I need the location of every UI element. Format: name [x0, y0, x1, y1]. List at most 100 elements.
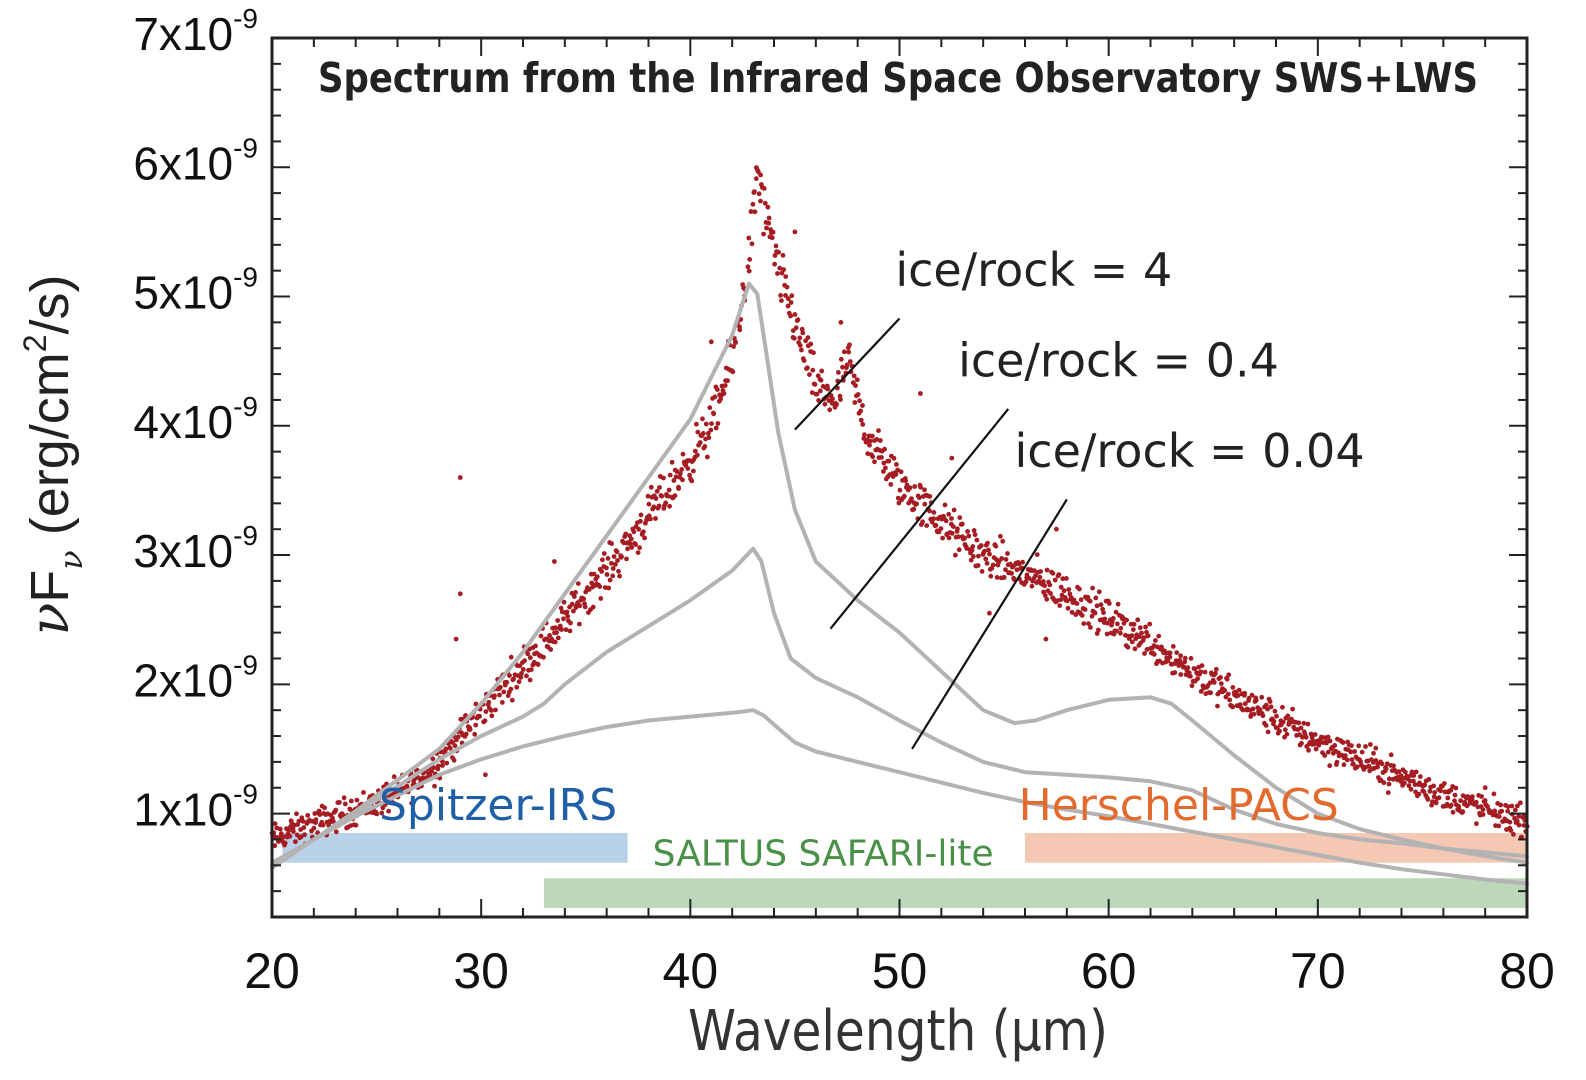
spectrum-point	[1001, 575, 1007, 580]
spectrum-point	[1491, 791, 1497, 797]
spectrum-point	[1332, 743, 1338, 748]
spectrum-point	[1225, 691, 1231, 697]
spectrum-point	[440, 763, 445, 768]
spectrum-point	[659, 493, 665, 499]
spectrum-point	[1101, 610, 1106, 616]
spectrum-point	[1172, 670, 1178, 675]
spectrum-point	[1064, 598, 1070, 604]
spectrum-point	[772, 253, 778, 258]
spectrum-point	[779, 298, 784, 303]
spectrum-point	[912, 484, 918, 489]
spectrum-point	[638, 518, 643, 524]
spectrum-point	[648, 516, 653, 522]
spectrum-point	[827, 407, 833, 413]
spectrum-point	[1199, 663, 1205, 668]
spectrum-point	[764, 225, 769, 231]
spectrum-point	[886, 458, 892, 464]
spectrum-point	[635, 550, 641, 555]
spectrum-point	[609, 541, 614, 546]
spectrum-point	[1082, 607, 1088, 612]
spectrum-point	[447, 745, 453, 751]
spectrum-point	[943, 518, 949, 524]
spectrum-point	[483, 709, 489, 714]
spectrum-point	[1268, 704, 1274, 710]
spectrum-point	[730, 369, 736, 375]
spectrum-point	[1105, 620, 1110, 626]
spectrum-point	[1235, 693, 1241, 698]
spectrum-point	[616, 568, 621, 574]
spectrum-point	[1230, 704, 1236, 710]
spectrum-point	[558, 605, 564, 611]
spectrum-point	[504, 679, 510, 685]
spectrum-point	[1067, 591, 1073, 597]
spectrum-point	[277, 826, 283, 832]
spectrum-point	[1189, 683, 1195, 689]
y-tick-label: 7x10-9	[133, 3, 258, 60]
spectrum-point	[313, 817, 319, 822]
spectrum-point	[1312, 732, 1318, 737]
spectrum-point	[486, 699, 492, 705]
spectrum-point	[577, 621, 582, 627]
spectrum-point	[646, 501, 652, 507]
spectrum-point	[1061, 588, 1067, 594]
spectrum-point	[524, 673, 529, 679]
spectrum-point	[443, 746, 449, 752]
spectrum-point	[1448, 787, 1454, 793]
spectrum-point	[718, 396, 724, 402]
spectrum-point	[552, 639, 558, 645]
spectrum-point	[1303, 734, 1309, 740]
x-axis-title: Wavelength (μm)	[688, 999, 1108, 1064]
spectrum-point	[322, 805, 327, 811]
spectrum-point	[994, 575, 1000, 580]
spectrum-point	[1014, 567, 1020, 573]
y-tick-label: 1x10-9	[133, 779, 258, 836]
spectrum-point	[836, 370, 841, 375]
spectrum-point	[654, 488, 660, 494]
spectrum-point	[1174, 650, 1180, 655]
y-tick-label: 4x10-9	[133, 391, 258, 448]
herschel-pacs-label: Herschel-PACS	[1019, 780, 1339, 831]
spectrum-point	[1325, 734, 1331, 740]
spectrum-point	[1474, 821, 1479, 827]
spectrum-point	[666, 487, 672, 493]
spectrum-point	[1198, 669, 1204, 675]
spectrum-point	[286, 828, 292, 834]
spectrum-point	[317, 812, 323, 817]
spectrum-point	[1060, 576, 1066, 582]
spectrum-point	[1327, 763, 1333, 769]
spectrum-point	[645, 493, 651, 499]
spectrum-point	[818, 377, 824, 383]
spectrum-point	[974, 537, 980, 543]
spectrum-point	[797, 343, 803, 348]
spectrum-point	[386, 808, 391, 814]
spectrum-point	[669, 459, 675, 465]
spectrum-point	[985, 540, 990, 546]
spectrum-point	[1426, 777, 1432, 782]
spectrum-point	[1143, 624, 1148, 630]
spectrum-point	[968, 557, 974, 563]
spectrum-point	[860, 422, 866, 427]
spectrum-point	[525, 651, 531, 657]
model-curve-2	[270, 546, 1529, 868]
spectrum-point	[1349, 757, 1355, 762]
spectrum-point	[799, 347, 804, 353]
spectrum-point	[746, 235, 752, 241]
spectrum-point	[641, 529, 646, 535]
spectrum-point	[1023, 579, 1029, 585]
spectrum-point	[1271, 718, 1277, 724]
spectrum-point	[511, 676, 516, 682]
x-tick-label: 20	[244, 943, 300, 999]
spectrum-point	[301, 825, 307, 830]
spectrum-point	[379, 810, 385, 816]
spectrum-point	[1508, 828, 1514, 833]
spectrum-point	[564, 609, 570, 615]
spectrum-point	[966, 533, 972, 539]
spectrum-point	[1044, 596, 1050, 602]
spectrum-point	[1003, 567, 1008, 573]
spectrum-point	[559, 627, 564, 632]
spectrum-point	[300, 818, 306, 824]
spectrum-point	[1087, 598, 1093, 604]
spectrum-point	[1056, 572, 1062, 577]
spectrum-point	[1366, 763, 1372, 769]
